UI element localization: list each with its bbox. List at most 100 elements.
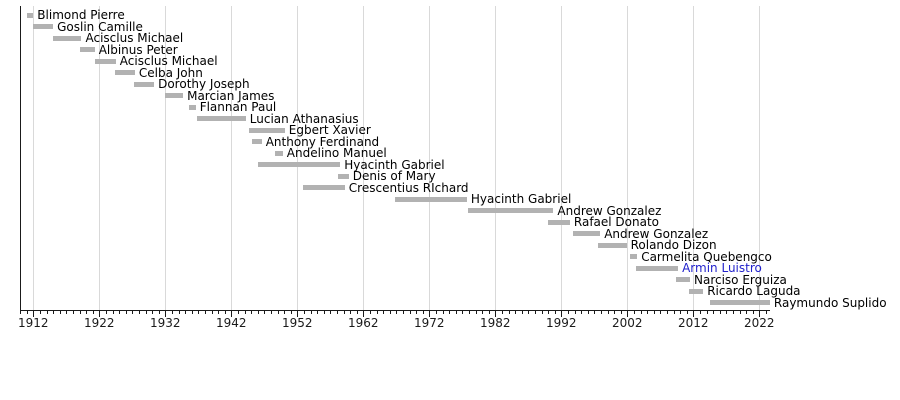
axis-minor-tick	[647, 311, 649, 314]
axis-major-tick	[627, 311, 629, 317]
bar-label: Andrew Gonzalez	[557, 203, 662, 218]
axis-minor-tick	[389, 311, 391, 314]
bar-label: Narciso Erguiza	[694, 272, 787, 287]
axis-minor-tick	[26, 311, 28, 314]
axis-minor-tick	[640, 311, 642, 314]
timeline-bar	[252, 139, 262, 144]
axis-major-tick	[429, 311, 431, 317]
bar-label: Lucian Athanasius	[249, 111, 359, 126]
axis-tick-label: 1922	[84, 316, 115, 330]
axis-minor-tick	[435, 311, 437, 314]
bar-label: Carmelita Quebengco	[641, 249, 772, 264]
axis-minor-tick	[462, 311, 464, 314]
axis-major-tick	[495, 311, 497, 317]
axis-minor-tick	[323, 311, 325, 314]
bar-label: Goslin Camille	[57, 19, 143, 34]
axis-minor-tick	[119, 311, 121, 314]
axis-minor-tick	[152, 311, 154, 314]
axis-minor-tick	[752, 311, 754, 314]
axis-minor-tick	[600, 311, 602, 314]
axis-minor-tick	[251, 311, 253, 314]
axis-minor-tick	[673, 311, 675, 314]
axis-minor-tick	[145, 311, 147, 314]
gridline	[759, 6, 761, 310]
axis-minor-tick	[158, 311, 160, 314]
axis-minor-tick	[336, 311, 338, 314]
axis-minor-tick	[680, 311, 682, 314]
axis-minor-tick	[53, 311, 55, 314]
bar-label: Hyacinth Gabriel	[344, 157, 445, 172]
axis-minor-tick	[343, 311, 345, 314]
timeline-bar	[134, 81, 155, 87]
gridline	[693, 6, 695, 310]
timeline-bar	[337, 173, 349, 179]
axis-minor-tick	[125, 311, 127, 314]
axis-minor-tick	[383, 311, 385, 314]
axis-minor-tick	[72, 311, 74, 314]
timeline-bar	[189, 104, 196, 110]
axis-minor-tick	[198, 311, 200, 314]
axis-minor-tick	[719, 311, 721, 314]
axis-minor-tick	[699, 311, 701, 314]
axis-minor-tick	[277, 311, 279, 314]
axis-minor-tick	[132, 311, 134, 314]
timeline-bar	[53, 35, 82, 41]
axis-minor-tick	[39, 311, 41, 314]
axis-minor-tick	[350, 311, 352, 314]
axis-minor-tick	[178, 311, 180, 314]
timeline-bar	[165, 93, 184, 98]
timeline-bar	[248, 127, 285, 133]
axis-minor-tick	[574, 311, 576, 314]
axis-minor-tick	[317, 311, 319, 314]
bar-label: Blimond Pierre	[37, 8, 125, 22]
bar-label: Hyacinth Gabriel	[470, 192, 572, 206]
gridline	[33, 6, 35, 310]
axis-minor-tick	[660, 311, 662, 314]
timeline-bar	[676, 277, 690, 282]
timeline-bar	[467, 208, 554, 213]
axis-minor-tick	[488, 311, 490, 314]
axis-major-tick	[693, 311, 695, 317]
gridline	[363, 6, 365, 310]
axis-minor-tick	[211, 311, 213, 314]
timeline-bar	[115, 70, 135, 75]
timeline-bar	[197, 116, 246, 121]
gridline	[429, 6, 431, 310]
timeline-bar	[274, 150, 283, 156]
timeline-bar	[573, 231, 601, 236]
x-axis-line	[20, 310, 770, 311]
axis-minor-tick	[449, 311, 451, 314]
bar-label: Albinus Peter	[98, 42, 178, 57]
bar-label: Raymundo Suplido	[773, 295, 887, 310]
axis-tick-label: 1982	[480, 316, 511, 330]
axis-minor-tick	[534, 311, 536, 314]
axis-major-tick	[165, 311, 167, 317]
bar-label: Egbert Xavier	[288, 123, 371, 137]
axis-minor-tick	[237, 311, 239, 314]
timeline-bar	[94, 58, 116, 64]
axis-tick-label: 2022	[744, 316, 775, 330]
axis-minor-tick	[482, 311, 484, 314]
axis-minor-tick	[666, 311, 668, 314]
axis-minor-tick	[554, 311, 556, 314]
axis-minor-tick	[594, 311, 596, 314]
axis-major-tick	[231, 311, 233, 317]
axis-minor-tick	[515, 311, 517, 314]
axis-minor-tick	[732, 311, 734, 314]
axis-minor-tick	[567, 311, 569, 314]
axis-minor-tick	[264, 311, 266, 314]
bar-label: Ricardo Laguda	[707, 284, 801, 298]
axis-minor-tick	[765, 311, 767, 314]
axis-major-tick	[99, 311, 101, 317]
bar-label: Celba John	[138, 65, 203, 80]
bar-label-link[interactable]: Armin Luistro	[682, 261, 762, 275]
axis-tick-label: 1952	[282, 316, 313, 330]
axis-minor-tick	[356, 311, 358, 314]
axis-minor-tick	[396, 311, 398, 314]
axis-major-tick	[33, 311, 35, 317]
axis-minor-tick	[633, 311, 635, 314]
axis-minor-tick	[501, 311, 503, 314]
timeline-bar	[598, 242, 627, 248]
axis-minor-tick	[284, 311, 286, 314]
timeline-bar	[258, 162, 341, 167]
